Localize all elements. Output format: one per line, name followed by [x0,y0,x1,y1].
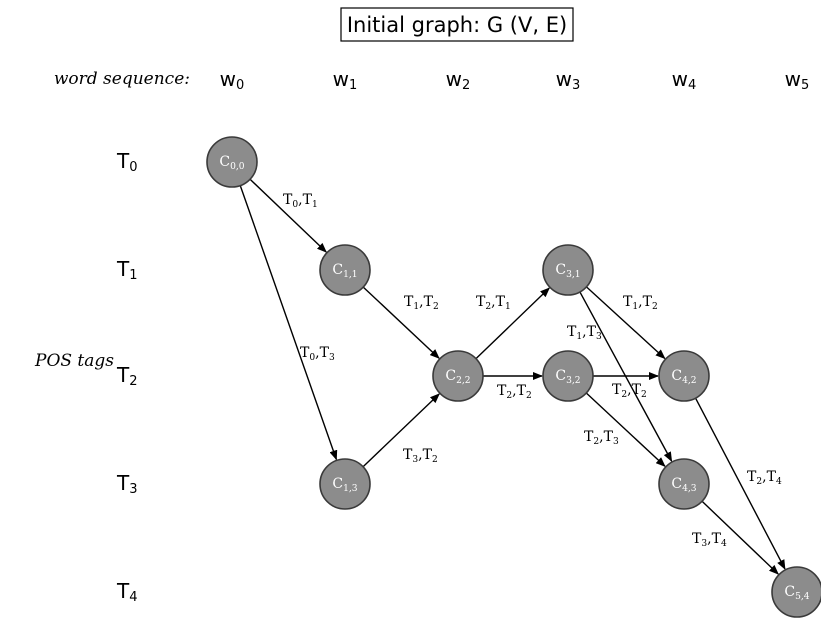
node-label-c13: C1,3 [332,476,357,494]
edge-c42-c54 [694,397,786,570]
pos-tag-t1: T1 [116,257,138,283]
pos-tag-t2: T2 [116,363,138,389]
word-sequence-row: w0 w1 w2 w3 w4 w5 [220,67,810,93]
edge-c43-c54 [701,500,779,575]
node-label-c00: C0,0 [219,154,244,172]
node-label-c32: C3,2 [555,368,580,386]
node-c32: C3,2 [542,350,594,402]
word-w5: w5 [785,67,810,93]
edge-c00-c13 [239,185,338,461]
word-w1: w1 [333,67,358,93]
edge-c13-c22 [362,393,440,468]
edge-c11-c22 [362,286,440,359]
title-box: Initial graph: G (V, E) [340,7,574,42]
node-label-c31: C3,1 [555,262,580,280]
nodes: C0,0 C1,1 C1,3 C2,2 C3,1 C3,2 C4,2 C4,3 C5,4 [206,136,821,618]
pos-tag-t0: T0 [116,149,138,175]
edge-c22-c31 [475,287,550,360]
edge-label-c42-c54: T2,T4 [747,469,782,487]
edge-c00-c11 [249,178,327,253]
word-w4: w4 [672,67,697,93]
edge-label-c31-c43: T1,T3 [567,324,602,342]
edge-c31-c42 [585,286,666,360]
edge-label-c43-c54: T3,T4 [692,531,727,549]
edge-c32-c43 [585,392,666,467]
edge-label-c00-c13: T0,T3 [300,345,335,363]
edge-label-c13-c22: T3,T2 [403,447,438,465]
diagram-title: Initial graph: G (V, E) [347,13,567,37]
pos-tag-t3: T3 [116,471,138,497]
edge-label-c31-c42: T1,T2 [623,294,658,312]
node-label-c54: C5,4 [784,584,809,602]
word-sequence-label: word sequence: [54,69,190,89]
node-label-c43: C4,3 [671,476,696,494]
word-w2: w2 [446,67,471,93]
word-w3: w3 [556,67,581,93]
word-w0: w0 [220,67,245,93]
node-c43: C4,3 [658,458,710,510]
edge-label-c11-c22: T1,T2 [404,294,439,312]
node-c00: C0,0 [206,136,258,188]
edge-label-c22-c31: T2,T1 [476,294,511,312]
edges: T0,T1 T0,T3 T1,T2 T3,T2 T2,T1 T2,T2 T1,T2 T1,T3… [239,178,786,575]
node-c42: C4,2 [658,350,710,402]
edge-label-c32-c43: T2,T3 [584,429,619,447]
node-c11: C1,1 [319,244,371,296]
pos-tags-label: POS tags [34,351,114,371]
edge-label-c00-c11: T0,T1 [283,192,318,210]
edge-label-c22-c32: T2,T2 [497,383,532,401]
pos-tag-column: T0 T1 T2 T3 T4 [116,149,138,605]
node-label-c42: C4,2 [671,368,696,386]
node-label-c22: C2,2 [445,368,470,386]
node-c31: C3,1 [542,244,594,296]
edge-label-c32-c42: T2,T2 [612,382,647,400]
node-c22: C2,2 [432,350,484,402]
pos-tag-t4: T4 [116,579,138,605]
node-label-c11: C1,1 [332,262,357,280]
node-c54: C5,4 [771,566,821,618]
node-c13: C1,3 [319,458,371,510]
